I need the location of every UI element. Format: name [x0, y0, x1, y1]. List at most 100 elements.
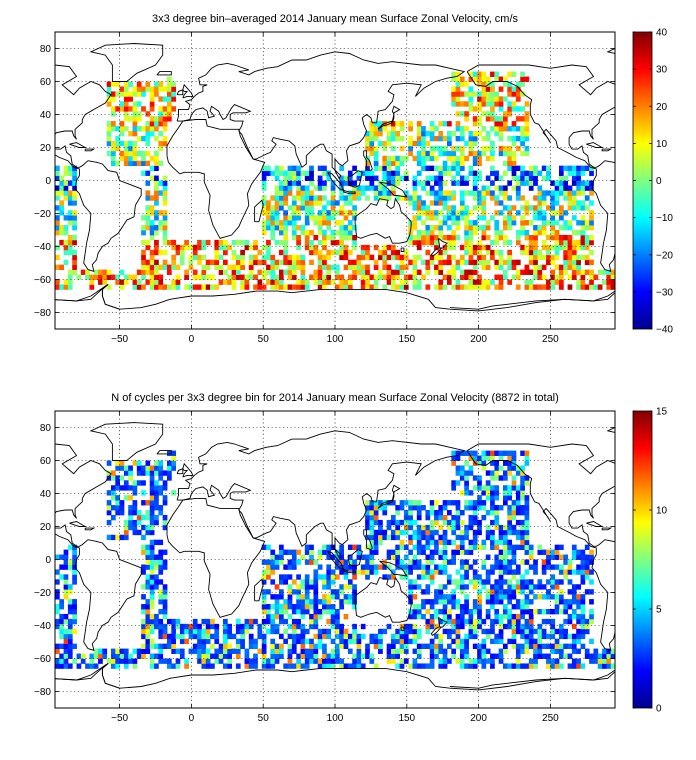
bin-cell: [154, 180, 159, 186]
bin-cell: [528, 544, 534, 550]
bin-cell: [464, 225, 469, 231]
bin-cell: [503, 234, 508, 241]
bin-cell: [369, 145, 375, 152]
colorbar-tick-label: 5: [656, 605, 662, 616]
bin-cell: [201, 264, 207, 270]
bin-cell: [141, 623, 146, 630]
bin-cell: [192, 643, 198, 649]
bin-cell: [533, 594, 538, 600]
bin-cell: [283, 599, 289, 605]
bin-cell: [80, 658, 86, 664]
bin-cell: [313, 594, 319, 600]
bin-cell: [576, 185, 581, 191]
bin-cell: [339, 165, 345, 171]
bin-cell: [550, 574, 556, 580]
bin-cell: [136, 480, 142, 486]
bin-cell: [485, 658, 491, 664]
bin-cell: [179, 653, 185, 659]
bin-cell: [309, 195, 314, 201]
bin-cell: [416, 633, 422, 640]
bin-cell: [490, 215, 495, 221]
bin-cell: [507, 490, 513, 496]
bin-cell: [106, 140, 112, 147]
bin-cell: [554, 279, 560, 285]
bin-cell: [287, 663, 293, 669]
bin-cell: [477, 594, 482, 600]
bin-cell: [72, 210, 77, 216]
bin-cell: [571, 165, 577, 171]
bin-cell: [464, 91, 469, 97]
bin-cell: [132, 140, 138, 147]
bin-cell: [309, 249, 314, 256]
bin-cell: [356, 264, 362, 270]
bin-cell: [313, 613, 319, 620]
bin-cell: [356, 259, 362, 266]
bin-cell: [123, 470, 129, 476]
bin-cell: [158, 210, 164, 216]
bin-cell: [115, 653, 121, 659]
bin-cell: [270, 230, 276, 236]
bin-cell: [464, 663, 469, 669]
bin-cell: [580, 574, 586, 580]
x-tick-label: 0: [189, 713, 195, 724]
bin-cell: [274, 195, 280, 201]
bin-cell: [111, 505, 116, 511]
bin-cell: [459, 643, 465, 649]
bin-cell: [477, 613, 482, 620]
bin-cell: [563, 210, 569, 216]
bin-cell: [485, 225, 491, 231]
bin-cell: [511, 101, 517, 107]
bin-cell: [438, 200, 444, 206]
bin-cell: [477, 81, 482, 87]
coastline: [176, 468, 184, 475]
bin-cell: [408, 519, 413, 526]
bin-cell: [266, 269, 271, 275]
bin-cell: [304, 589, 310, 595]
bin-cell: [128, 519, 133, 526]
bin-cell: [287, 180, 293, 186]
bin-cell: [455, 210, 461, 216]
bin-cell: [365, 643, 370, 649]
bin-cell: [559, 264, 564, 270]
bin-cell: [369, 559, 375, 565]
bin-cell: [128, 155, 133, 162]
bin-cell: [356, 190, 362, 196]
bin-cell: [546, 249, 551, 256]
bin-cell: [111, 490, 116, 496]
bin-cell: [261, 210, 267, 216]
bin-cell: [115, 510, 121, 516]
bin-cell: [520, 519, 525, 526]
bin-cell: [498, 633, 504, 640]
bin-cell: [451, 623, 457, 630]
bin-cell: [498, 618, 504, 625]
bin-cell: [248, 264, 254, 270]
bin-cell: [503, 145, 508, 152]
bin-cell: [360, 185, 366, 191]
bin-cell: [72, 234, 77, 241]
bin-cell: [391, 135, 396, 142]
bin-cell: [606, 653, 612, 659]
bin-cell: [154, 81, 159, 87]
bin-cell: [149, 249, 155, 256]
bin-cell: [141, 594, 146, 600]
bin-cell: [421, 131, 426, 137]
bin-cell: [326, 274, 332, 280]
bin-cell: [67, 643, 73, 649]
bin-cell: [335, 549, 340, 555]
bin-cell: [416, 239, 422, 246]
bin-cell: [438, 643, 444, 649]
bin-cell: [132, 160, 138, 167]
bin-cell: [149, 264, 155, 270]
bin-cell: [485, 490, 491, 496]
bin-cell: [438, 234, 444, 241]
bin-cell: [515, 544, 521, 550]
bin-cell: [520, 544, 525, 550]
bin-cell: [283, 254, 289, 261]
bin-cell: [507, 584, 513, 590]
bin-cell: [515, 195, 521, 201]
y-tick-label: −40: [34, 621, 51, 632]
bin-cell: [347, 180, 353, 186]
bin-cell: [408, 609, 413, 615]
bin-cell: [111, 111, 116, 117]
bin-cell: [309, 559, 314, 565]
